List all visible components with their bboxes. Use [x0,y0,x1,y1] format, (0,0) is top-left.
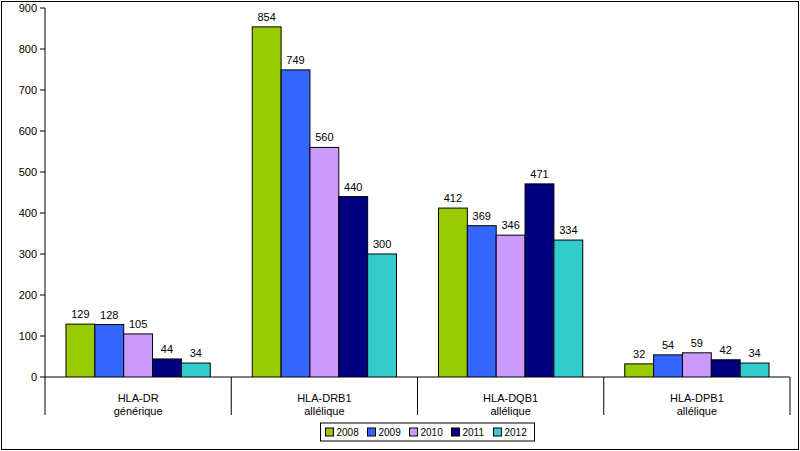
data-label: 471 [530,168,548,180]
y-tick [40,8,45,9]
legend: 2008 2009 2010 2011 2012 [321,423,535,441]
y-tick-label: 700 [19,84,37,96]
data-label: 854 [257,11,275,23]
y-tick-label: 600 [19,125,37,137]
bar [682,353,711,377]
bars [66,27,769,377]
data-label: 412 [444,192,462,204]
y-tick [40,131,45,132]
y-tick-label: 200 [19,289,37,301]
legend-swatch [326,428,334,436]
data-label: 42 [720,344,732,356]
y-tick-label: 400 [19,207,37,219]
y-tick [40,336,45,337]
data-label: 59 [691,337,703,349]
bar [625,364,654,377]
y-tick [40,90,45,91]
legend-label: 2011 [463,427,485,438]
bar [281,70,310,377]
y-axis [45,8,46,377]
bar [740,363,769,377]
y-tick [40,213,45,214]
data-label: 560 [315,131,333,143]
y-tick [40,295,45,296]
legend-label: 2010 [421,427,444,438]
y-tick-label: 100 [19,330,37,342]
legend-label: 2012 [505,427,528,438]
data-label: 440 [344,181,362,193]
data-label: 369 [473,210,491,222]
y-tick [40,49,45,50]
data-label: 128 [100,309,118,321]
data-label: 300 [373,238,391,250]
legend-frame [321,423,535,441]
data-label: 346 [501,219,519,231]
y-tick [40,377,45,378]
bar [66,324,95,377]
bar [496,235,525,377]
bar [310,147,339,377]
x-tick-label: HLA-DRB1allélique [297,392,351,417]
bar [368,254,397,377]
bar [439,208,468,377]
chart-frame [2,2,799,450]
bar [525,184,554,377]
bar [124,334,153,377]
data-label: 34 [748,347,760,359]
x-tick-label: HLA-DPB1allélique [670,392,724,417]
category-separator [231,377,232,415]
x-tick-label: HLA-DQB1allélique [483,392,538,417]
data-label: 129 [71,308,89,320]
y-tick-label: 800 [19,43,37,55]
bar [252,27,281,377]
data-label: 749 [286,54,304,66]
y-tick-label: 300 [19,248,37,260]
data-label: 34 [190,347,202,359]
bar [181,363,210,377]
bar [554,240,583,377]
bar [711,360,740,377]
legend-label: 2009 [379,427,402,438]
bar [654,355,683,377]
data-label: 54 [662,339,674,351]
y-tick-label: 500 [19,166,37,178]
y-tick-label: 0 [31,371,37,383]
chart-container: 0 100 200 300 400 500 600 700 800 900 129 128 105 44 3… [0,0,800,451]
x-tick-label: HLA-DRgénérique [114,392,163,417]
y-tick [40,254,45,255]
chart: 0 100 200 300 400 500 600 700 800 900 129 128 105 44 3… [0,0,800,451]
data-label: 334 [559,224,577,236]
legend-swatch [410,428,418,436]
data-label: 44 [161,343,173,355]
category-separator [603,377,604,415]
data-labels: 129 128 105 44 34 854 749 560 440 300 412 369 346 471… [71,11,760,360]
bar [153,359,182,377]
y-tick [40,172,45,173]
category-separator [45,377,46,415]
category-separator [790,377,791,415]
data-label: 32 [633,348,645,360]
bar [467,226,496,377]
legend-swatch [452,428,460,436]
data-label: 105 [129,318,147,330]
y-tick-label: 900 [19,2,37,14]
legend-swatch [494,428,502,436]
legend-label: 2008 [337,427,360,438]
bar [95,325,124,377]
category-separator [417,377,418,415]
legend-swatch [368,428,376,436]
bar [339,197,368,377]
